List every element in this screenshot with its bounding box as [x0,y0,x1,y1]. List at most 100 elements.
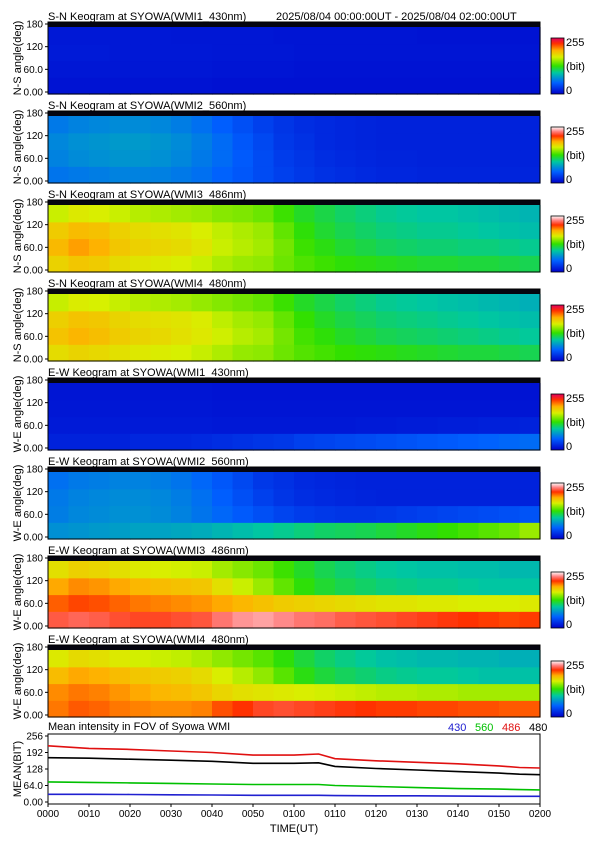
heatmap-cell [478,561,500,579]
heatmap-cell [191,433,213,451]
heatmap-cell [458,310,480,329]
heatmap-cell [335,77,357,95]
heatmap-cell [417,383,439,401]
heatmap-cell [171,255,193,273]
heatmap-cell [314,310,336,329]
heatmap-cell [150,166,172,184]
heatmap-cell [232,594,254,612]
heatmap-cell [89,27,111,45]
heatmap-cell [171,221,193,240]
heatmap-cell [48,472,70,490]
heatmap-cell [150,116,172,134]
heatmap-cell [212,399,234,418]
heatmap-cell [212,522,234,540]
heatmap-cell [519,344,541,362]
heatmap-cell [191,327,213,345]
heatmap-cell [437,433,459,451]
heatmap-cell [130,43,152,62]
series-line-486 [47,745,541,769]
heatmap-cell [48,650,70,668]
heatmap-cell [212,433,234,451]
heatmap-cell [499,43,521,62]
y-tick-label: 120 [26,576,43,587]
heatmap-cell [335,43,357,62]
heatmap-cell [253,505,275,523]
y-tick-label: 0.00 [24,177,44,188]
heatmap-cell [68,132,90,151]
colorbar-min-label: 0 [566,85,572,97]
y-tick-label: 60.0 [24,421,44,432]
heatmap-cell [458,327,480,345]
heatmap-cell [212,205,234,223]
heatmap-cell [437,43,459,62]
heatmap-cell [232,561,254,579]
heatmap-cell [232,666,254,685]
heatmap-cell [171,683,193,701]
heatmap-cell [48,166,70,184]
heatmap-cell [48,344,70,362]
y-tick-label: 180 [26,287,43,298]
heatmap-cell [253,166,275,184]
y-axis-label: W-E angle(deg) [12,376,24,453]
heatmap-cell [478,132,500,151]
heatmap-cell [519,472,541,490]
heatmap-cell [376,43,398,62]
heatmap-cell [519,205,541,223]
panel-frame [47,288,541,362]
heatmap-cell [48,205,70,223]
heatmap-cell [191,43,213,62]
heatmap-cell [191,561,213,579]
heatmap-cell [355,666,377,685]
colorbar [550,393,565,451]
heatmap-cell [417,60,439,78]
colorbar-max-label: 255 [566,126,584,138]
heatmap-cell [499,666,521,685]
heatmap-cell [478,594,500,612]
heatmap-cell [68,60,90,78]
heatmap-cell [335,561,357,579]
heatmap-cell [335,522,357,540]
colorbar [550,482,565,540]
colorbar-min-label: 0 [566,263,572,275]
x-tick-label: 0010 [78,809,101,820]
keogram-panel-3: S-N Keogram at SYOWA(WMI3_486nm) 0.00 60.0… [12,189,585,277]
heatmap-cell [89,399,111,418]
heatmap-cell [458,650,480,668]
heatmap-cell [417,27,439,45]
heatmap-cell [191,238,213,256]
heatmap-cell [89,238,111,256]
heatmap-cell [171,577,193,596]
colorbar-max-label: 255 [566,482,584,494]
y-tick-label: 0.00 [24,798,44,809]
heatmap-cell [396,399,418,418]
heatmap-cell [191,577,213,596]
heatmap-cell [48,433,70,451]
panel-frame [47,21,541,95]
y-axis-label: N-S angle(deg) [12,110,24,185]
heatmap-cell [273,327,295,345]
keogram-panel-1: S-N Keogram at SYOWA(WMI1_430nm) 0.00 60.0… [12,11,585,99]
heatmap-cell [130,594,152,612]
heatmap-cell [273,666,295,685]
heatmap-cell [150,132,172,151]
heatmap-cell [68,43,90,62]
heatmap-cell [458,27,480,45]
heatmap-cell [417,611,439,629]
heatmap-cell [273,132,295,151]
heatmap-cell [376,650,398,668]
colorbar-min-label: 0 [566,530,572,542]
heatmap-cell [458,43,480,62]
heatmap-cell [130,666,152,685]
heatmap-cell [294,399,316,418]
heatmap-cell [519,255,541,273]
heatmap-cell [68,238,90,256]
heatmap-cell [253,522,275,540]
heatmap-cell [232,60,254,78]
heatmap-cell [499,700,521,718]
heatmap-cell [253,132,275,151]
heatmap-cell [376,594,398,612]
heatmap-cell [150,327,172,345]
heatmap-cell [191,383,213,401]
heatmap-cell [294,27,316,45]
heatmap-cell [314,344,336,362]
